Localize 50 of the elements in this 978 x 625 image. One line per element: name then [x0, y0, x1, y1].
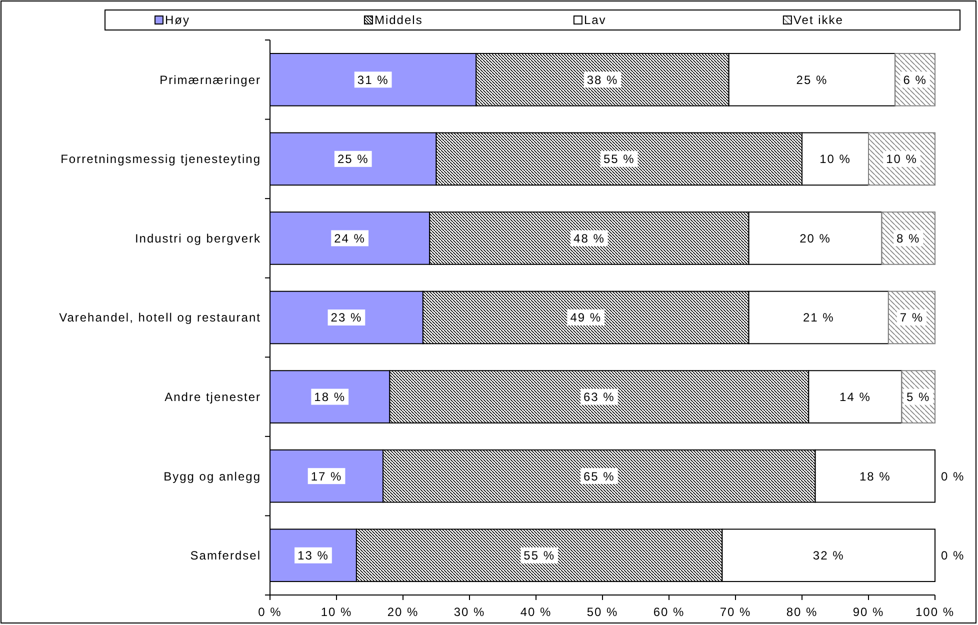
data-label: 6 % [903, 72, 927, 87]
data-label: 32 % [812, 548, 844, 563]
x-tick-label: 70 % [720, 605, 752, 620]
x-tick-label: 10 % [320, 605, 352, 620]
data-label: 20 % [800, 231, 831, 246]
data-label: 48 % [574, 231, 605, 246]
legend-label: Middels [374, 13, 423, 28]
y-tick-label: Bygg og anlegg [164, 469, 261, 484]
y-tick-label: Samferdsel [190, 548, 261, 563]
data-label: 10 % [886, 152, 918, 166]
y-tick-label: Forretningsmessig tjenesteyting [60, 152, 261, 166]
data-label: 25 % [337, 152, 369, 166]
data-label: 10 % [820, 152, 851, 166]
data-label: 5 % [906, 390, 930, 404]
data-label: 13 % [298, 548, 329, 563]
y-tick-label: Varehandel, hotell og restaurant [59, 310, 261, 325]
data-label: 18 % [314, 390, 346, 404]
legend-label: Vet ikke [793, 13, 844, 28]
data-label: 14 % [840, 390, 871, 404]
legend-label: Lav [584, 13, 606, 28]
data-label: 23 % [330, 310, 362, 325]
x-tick-label: 0 % [258, 605, 282, 620]
x-tick-label: 90 % [852, 605, 884, 620]
x-tick-label: 80 % [786, 605, 818, 620]
data-label: 38 % [586, 72, 618, 87]
y-tick-label: Andre tjenester [164, 390, 261, 404]
data-label: 31 % [357, 72, 389, 87]
data-label: 49 % [570, 310, 602, 325]
x-tick-label: 50 % [586, 605, 618, 620]
y-tick-label: Primærnæringer [160, 72, 261, 87]
y-tick-label: Industri og bergverk [134, 231, 261, 246]
data-label: 21 % [802, 310, 834, 325]
data-label: 55 % [603, 152, 635, 166]
x-tick-label: 30 % [454, 605, 486, 620]
legend-label: Høy [165, 13, 190, 28]
data-label: 63 % [583, 390, 615, 404]
data-label: 25 % [796, 72, 828, 87]
data-label: 17 % [310, 469, 342, 484]
data-label: 18 % [859, 469, 891, 484]
data-label: 7 % [900, 310, 924, 325]
x-tick-label: 100 % [915, 605, 955, 620]
data-label: 55 % [524, 548, 556, 563]
data-label: 65 % [583, 469, 615, 484]
data-label: 0 % [941, 548, 965, 563]
x-tick-label: 40 % [520, 605, 552, 620]
data-label: 0 % [941, 469, 965, 484]
data-label: 24 % [334, 231, 366, 246]
data-label: 8 % [896, 231, 920, 246]
x-tick-label: 20 % [387, 605, 419, 620]
x-tick-label: 60 % [653, 605, 685, 620]
